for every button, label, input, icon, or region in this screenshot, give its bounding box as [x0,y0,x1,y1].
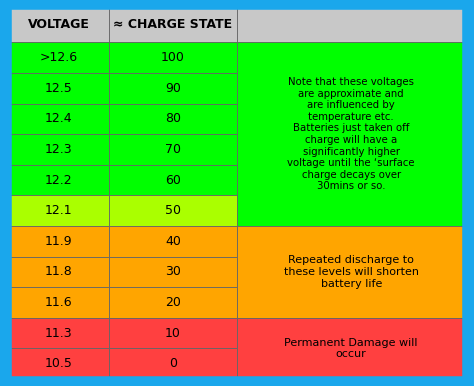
Bar [109,318,237,349]
Bar [109,195,237,226]
Text: 11.9: 11.9 [45,235,73,248]
Text: 11.6: 11.6 [45,296,73,309]
Bar [109,287,237,318]
Text: 30: 30 [165,266,181,278]
Bar [109,7,237,42]
Bar [237,7,465,42]
Bar [9,287,109,318]
Bar [109,104,237,134]
Text: 12.4: 12.4 [45,112,73,125]
Bar [9,195,109,226]
Bar [237,226,465,318]
Text: Permanent Damage will
occur: Permanent Damage will occur [284,338,418,359]
Text: 12.5: 12.5 [45,82,73,95]
Text: 60: 60 [165,174,181,187]
Bar [9,165,109,195]
Text: 10: 10 [165,327,181,340]
Text: Note that these voltages
are approximate and
are influenced by
temperature etc.
: Note that these voltages are approximate… [288,77,415,191]
Text: >12.6: >12.6 [40,51,78,64]
Text: VOLTAGE: VOLTAGE [28,18,90,31]
Bar [9,134,109,165]
Bar [109,226,237,257]
Text: 40: 40 [165,235,181,248]
Bar [109,73,237,104]
Bar [9,104,109,134]
Text: 70: 70 [165,143,181,156]
Text: 20: 20 [165,296,181,309]
Text: 100: 100 [161,51,185,64]
Bar [237,42,465,226]
Text: 80: 80 [165,112,181,125]
Text: 50: 50 [165,204,181,217]
Bar [9,226,109,257]
Text: 12.3: 12.3 [45,143,73,156]
Text: ≈ CHARGE STATE: ≈ CHARGE STATE [113,18,233,31]
Bar [9,73,109,104]
Text: 10.5: 10.5 [45,357,73,370]
Bar [9,349,109,379]
Bar [109,42,237,73]
Text: 90: 90 [165,82,181,95]
Text: 0: 0 [169,357,177,370]
Bar [9,7,109,42]
Bar [109,257,237,287]
Bar [109,134,237,165]
Text: 12.1: 12.1 [45,204,73,217]
Bar [237,318,465,379]
Bar [9,42,109,73]
Bar [9,257,109,287]
Bar [109,165,237,195]
Text: 11.8: 11.8 [45,266,73,278]
Text: Repeated discharge to
these levels will shorten
battery life: Repeated discharge to these levels will … [284,256,419,289]
Bar [9,318,109,349]
Text: 11.3: 11.3 [45,327,73,340]
Text: 12.2: 12.2 [45,174,73,187]
Bar [109,349,237,379]
